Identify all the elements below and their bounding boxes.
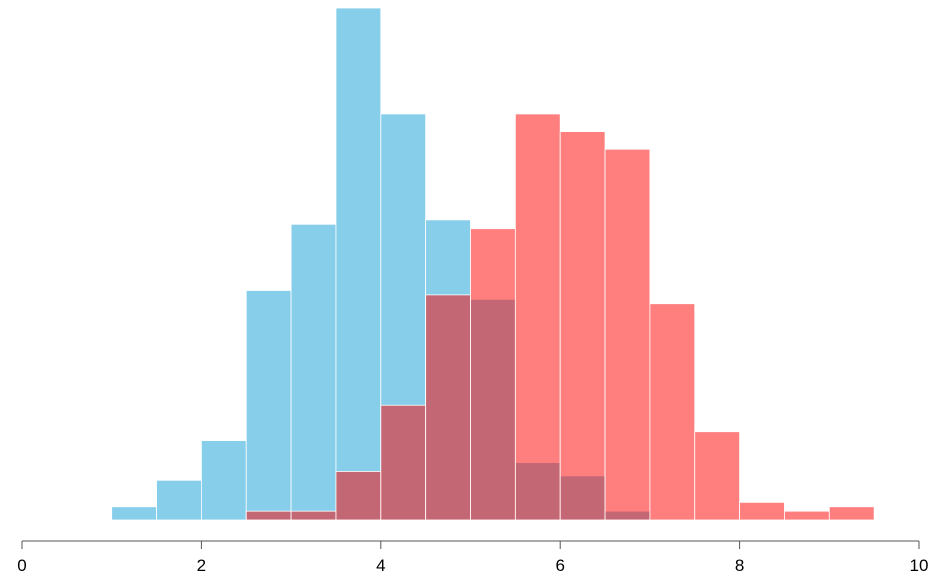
x-tick-label: 6 — [555, 556, 564, 575]
histogram-bar — [380, 404, 427, 521]
histogram-bar — [245, 510, 292, 521]
histogram-bar — [649, 303, 696, 521]
histogram-bar — [604, 148, 651, 521]
histogram-bar — [335, 471, 382, 521]
histogram-bar — [739, 501, 785, 521]
histogram-bar — [784, 510, 830, 521]
x-axis: 0 2 4 6 8 10 — [17, 540, 929, 575]
histogram-bar — [828, 506, 875, 521]
histogram-bar — [156, 479, 202, 521]
histogram-bar — [290, 223, 337, 521]
histogram-bar — [694, 431, 740, 521]
x-tick-label: 8 — [735, 556, 744, 575]
x-tick-label: 2 — [197, 556, 206, 575]
histogram-bar — [425, 294, 471, 521]
x-tick-label: 0 — [17, 556, 26, 575]
x-tick-label: 10 — [910, 556, 929, 575]
histogram-bar — [514, 113, 561, 521]
series-1 — [245, 113, 875, 521]
histogram-bar — [290, 510, 337, 521]
bars-layer — [111, 7, 875, 521]
histogram-bar — [470, 228, 516, 521]
histogram-bar — [245, 290, 292, 521]
x-tick-label: 4 — [376, 556, 385, 575]
histogram-bar — [200, 440, 247, 521]
histogram-bar — [111, 506, 157, 521]
histogram-bar — [559, 131, 606, 521]
histogram-bar — [335, 7, 382, 521]
